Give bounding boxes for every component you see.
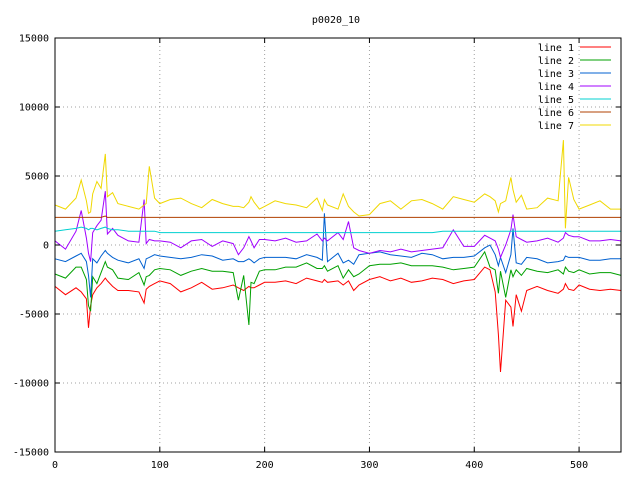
- legend: line 1 line 2 line 3 line 4 line 5 line 6 line…: [538, 43, 611, 132]
- series-line-4: [54, 191, 622, 262]
- series-line-3: [54, 213, 621, 298]
- series-line-5: [54, 226, 621, 234]
- series-line-6: [55, 215, 621, 218]
- grid: [55, 38, 621, 452]
- y-tick-label: 15000: [19, 34, 49, 45]
- legend-label-4: line 4: [538, 82, 574, 93]
- series-line-7: [54, 140, 621, 229]
- x-tick-label: 300: [360, 460, 378, 471]
- y-tick-label: 5000: [25, 172, 49, 183]
- series-line-2: [54, 250, 622, 326]
- legend-label-7: line 7: [538, 121, 574, 132]
- x-tick-label: 500: [570, 460, 588, 471]
- x-tick-label: 100: [151, 460, 169, 471]
- x-tick-label: 0: [52, 460, 58, 471]
- series-line-1: [54, 266, 622, 373]
- legend-label-6: line 6: [538, 108, 574, 119]
- y-tick-label: -15000: [13, 448, 49, 459]
- y-tick-label: 0: [43, 241, 49, 252]
- axes: -15000 -10000 -5000 0 5000 10000 15000 0 100 200 3…: [13, 34, 621, 471]
- x-tick-label: 400: [465, 460, 483, 471]
- x-tick-label: 200: [256, 460, 274, 471]
- chart-title: p0020_10: [312, 15, 360, 26]
- legend-label-5: line 5: [538, 95, 574, 106]
- y-tick-label: -10000: [13, 379, 49, 390]
- legend-label-1: line 1: [538, 43, 574, 54]
- y-tick-label: -5000: [19, 310, 49, 321]
- y-tick-label: 10000: [19, 103, 49, 114]
- series-layer: [54, 140, 622, 373]
- legend-label-3: line 3: [538, 69, 574, 80]
- legend-label-2: line 2: [538, 56, 574, 67]
